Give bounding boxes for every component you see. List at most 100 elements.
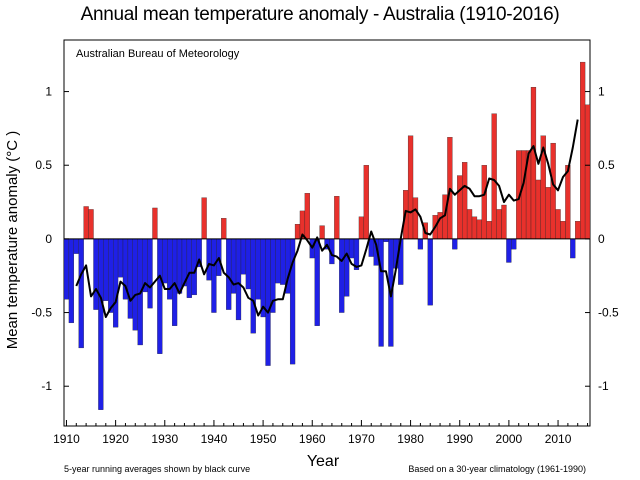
bar-1992 (466, 209, 473, 240)
x-tick-label: 2010 (545, 432, 572, 446)
right-y-tick-label: -0.5 (598, 306, 619, 320)
bar-1918 (103, 238, 109, 301)
right-y-tick-label: 0 (598, 232, 605, 246)
bar-1998 (496, 209, 502, 240)
left-y-tick-label: 0 (45, 232, 52, 246)
bars-group (63, 61, 591, 410)
bar-1965 (334, 196, 340, 240)
bar-1994 (476, 219, 483, 240)
bar-1957 (294, 224, 301, 240)
bar-1981 (412, 197, 419, 240)
plot-frame (63, 39, 591, 427)
source-label: Australian Bureau of Meteorology (76, 48, 240, 60)
bar-1959 (304, 193, 310, 240)
bar-1989 (452, 238, 458, 250)
bar-1971 (363, 165, 369, 240)
bar-1972 (368, 238, 374, 257)
bar-2003 (521, 150, 527, 240)
bar-1968 (348, 238, 355, 259)
left-y-tick-label: -0.5 (31, 306, 52, 320)
bar-1910 (63, 238, 70, 300)
bar-1914 (83, 206, 89, 240)
x-tick-label: 1930 (151, 432, 178, 446)
bar-1982 (417, 238, 424, 250)
climatology-note: Based on a 30-year climatology (1961-199… (408, 464, 586, 474)
bar-1933 (176, 238, 183, 294)
bar-1953 (275, 238, 281, 284)
chart-title: Annual mean temperature anomaly - Austra… (80, 4, 560, 25)
bar-1951 (265, 238, 271, 366)
y-axis-ticks: -1 -1 -0.5 -0.5 0 0 0.5 0.5 1 1 (31, 85, 619, 394)
bar-1916 (93, 238, 99, 310)
x-tick-label: 1960 (299, 432, 326, 446)
bar-2005 (530, 86, 537, 240)
bar-1950 (260, 238, 266, 318)
bar-1995 (481, 165, 487, 240)
bar-1999 (501, 204, 507, 240)
x-tick-label: 2000 (496, 432, 523, 446)
x-tick-label: 1950 (250, 432, 277, 446)
bar-1940 (211, 238, 217, 313)
bar-2016 (584, 104, 591, 240)
left-y-tick-label: 0.5 (35, 158, 52, 172)
bar-1945 (235, 238, 242, 321)
left-y-tick-label: -1 (41, 379, 52, 393)
bar-1911 (68, 238, 74, 324)
bar-1928 (152, 207, 158, 240)
bar-1923 (127, 238, 133, 319)
bar-1931 (167, 238, 173, 300)
right-y-tick-label: 1 (598, 85, 605, 99)
bar-1930 (162, 238, 168, 284)
bar-1974 (378, 238, 384, 347)
bar-1924 (132, 238, 138, 331)
bar-1966 (339, 238, 345, 313)
bar-2010 (555, 209, 561, 240)
right-y-tick-label: -1 (598, 379, 609, 393)
x-tick-label: 1990 (446, 432, 473, 446)
bar-2009 (550, 142, 556, 240)
bar-1970 (358, 216, 365, 240)
x-tick-label: 1940 (201, 432, 228, 446)
x-axis-ticks: 1910 1920 1930 1940 1950 1960 1970 1980 1990 2000… (53, 420, 589, 446)
bar-1929 (157, 238, 163, 354)
bar-1993 (471, 216, 478, 240)
bar-1927 (147, 238, 153, 309)
bar-1954 (280, 238, 286, 285)
bar-2000 (506, 238, 512, 263)
bar-2012 (565, 165, 571, 240)
running-mean-curve (75, 119, 579, 318)
left-y-tick-label: 1 (45, 85, 52, 99)
bar-1939 (206, 238, 212, 281)
x-tick-label: 1920 (102, 432, 129, 446)
bar-1980 (407, 135, 414, 240)
bar-1915 (88, 209, 94, 240)
y-axis-label: Mean temperature anomaly (°C ) (4, 131, 21, 350)
bar-1990 (457, 175, 463, 240)
bar-2006 (535, 179, 541, 240)
x-tick-label: 1910 (53, 432, 80, 446)
bar-1984 (427, 238, 433, 306)
bar-1996 (486, 221, 492, 240)
bar-2013 (570, 238, 576, 259)
right-y-tick-label: 0.5 (598, 158, 615, 172)
bar-1962 (319, 225, 325, 240)
bar-1967 (344, 238, 350, 297)
bar-1938 (201, 197, 207, 240)
bar-1917 (98, 238, 104, 410)
bar-1920 (113, 238, 119, 328)
bar-1942 (221, 218, 227, 240)
bar-1947 (245, 238, 251, 290)
x-tick-label: 1980 (397, 432, 424, 446)
running-average-note: 5-year running averages shown by black c… (64, 464, 251, 474)
bar-2015 (580, 61, 586, 240)
bar-1991 (462, 162, 468, 240)
bar-1921 (117, 238, 124, 278)
bar-2001 (511, 238, 517, 250)
bar-1935 (186, 238, 192, 298)
bar-1948 (250, 238, 256, 334)
bar-1943 (226, 238, 232, 310)
bar-1912 (73, 238, 79, 254)
bar-1946 (240, 238, 247, 275)
bar-1997 (491, 113, 497, 240)
